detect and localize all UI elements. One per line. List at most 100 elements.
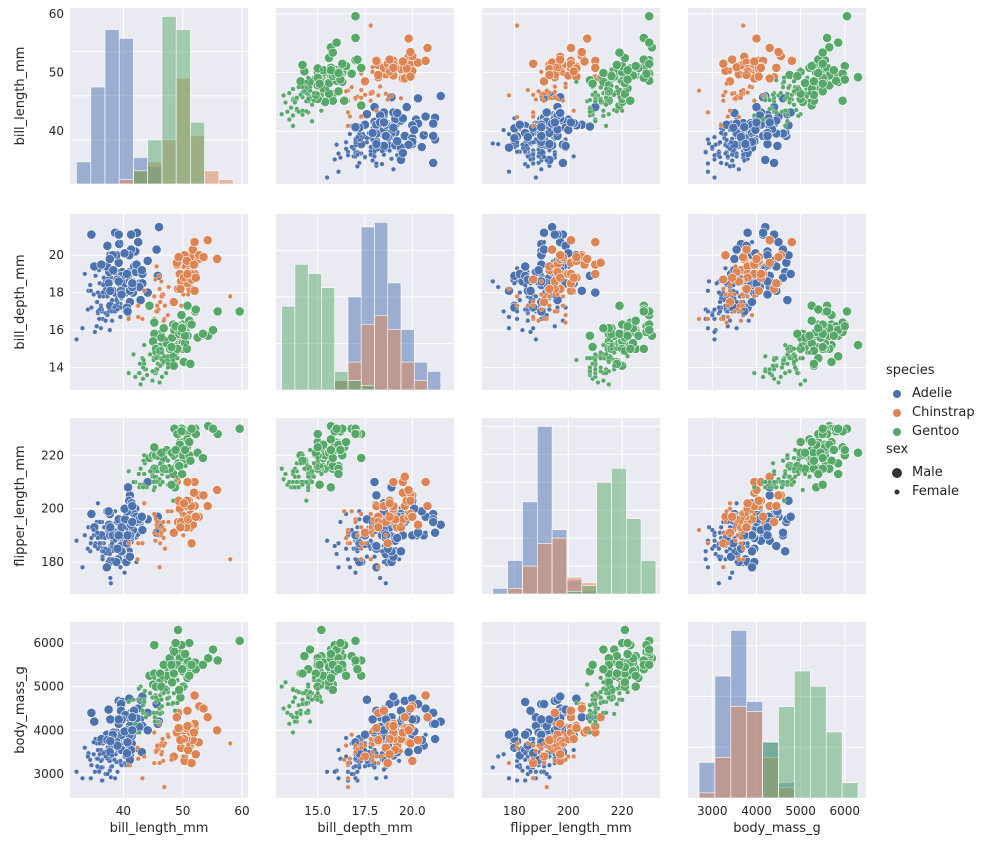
scatter-point-gentoo: [153, 355, 159, 361]
scatter-point-gentoo: [780, 458, 786, 464]
scatter-point-chinstrap: [398, 748, 404, 754]
scatter-point-adelie: [530, 139, 536, 145]
scatter-point-adelie: [528, 156, 533, 162]
scatter-point-chinstrap: [547, 244, 557, 255]
scatter-point-gentoo: [760, 374, 766, 380]
scatter-point-chinstrap: [158, 293, 164, 299]
scatter-point-adelie: [514, 778, 520, 783]
scatter-point-adelie: [126, 229, 137, 240]
scatter-point-chinstrap: [202, 501, 213, 511]
y-tick-label: 200: [41, 502, 64, 516]
scatter-point-chinstrap: [563, 81, 569, 87]
scatter-point-gentoo: [346, 68, 357, 79]
scatter-point-adelie: [104, 771, 110, 777]
scatter-point-gentoo: [298, 711, 304, 717]
scatter-point-adelie: [758, 227, 768, 238]
scatter-point-adelie: [517, 290, 523, 296]
scatter-point-chinstrap: [190, 511, 201, 522]
scatter-point-chinstrap: [566, 235, 576, 246]
scatter-point-gentoo: [598, 695, 604, 701]
scatter-point-adelie: [107, 575, 113, 581]
scatter-point-gentoo: [773, 355, 779, 361]
scatter-point-gentoo: [284, 109, 290, 115]
scatter-point-gentoo: [311, 460, 317, 466]
scatter-point-adelie: [82, 532, 88, 538]
scatter-point-chinstrap: [525, 87, 531, 93]
scatter-point-adelie: [705, 169, 711, 175]
scatter-point-gentoo: [327, 685, 338, 695]
scatter-point-adelie: [495, 754, 501, 759]
scatter-point-gentoo: [350, 655, 361, 666]
scatter-point-adelie: [345, 769, 351, 775]
y-tick-label: 40: [49, 124, 64, 138]
scatter-point-chinstrap: [341, 757, 347, 763]
scatter-point-gentoo: [773, 77, 779, 83]
scatter-point-adelie: [332, 769, 338, 775]
scatter-point-adelie: [536, 160, 542, 166]
scatter-point-adelie: [428, 130, 439, 141]
scatter-point-gentoo: [341, 437, 351, 447]
scatter-point-chinstrap: [135, 556, 141, 562]
scatter-point-adelie: [107, 327, 113, 333]
scatter-point-chinstrap: [773, 252, 784, 262]
scatter-point-chinstrap: [720, 316, 726, 322]
scatter-point-gentoo: [279, 466, 285, 472]
scatter-point-gentoo: [325, 673, 336, 683]
scatter-point-chinstrap: [738, 88, 744, 94]
scatter-point-gentoo: [143, 714, 149, 720]
scatter-point-adelie: [520, 768, 525, 774]
scatter-point-gentoo: [151, 474, 157, 480]
scatter-point-chinstrap: [141, 754, 147, 759]
scatter-point-chinstrap: [733, 522, 738, 528]
scatter-point-chinstrap: [560, 98, 566, 104]
scatter-point-adelie: [764, 117, 775, 128]
scatter-point-gentoo: [141, 699, 147, 705]
scatter-point-chinstrap: [727, 532, 733, 538]
scatter-point-adelie: [373, 775, 379, 781]
panel-bill_length_mm-vs-bill_length_mm: [70, 8, 248, 185]
scatter-point-adelie: [122, 268, 132, 279]
scatter-point-gentoo: [312, 442, 323, 453]
scatter-point-chinstrap: [731, 292, 737, 297]
scatter-point-chinstrap: [530, 109, 536, 115]
scatter-point-adelie: [745, 540, 751, 546]
scatter-point-adelie: [403, 139, 414, 150]
scatter-point-chinstrap: [696, 316, 702, 322]
scatter-point-gentoo: [633, 330, 644, 341]
scatter-point-adelie: [343, 146, 349, 152]
scatter-point-chinstrap: [740, 546, 746, 552]
scatter-point-adelie: [712, 152, 717, 158]
scatter-point-gentoo: [762, 97, 768, 103]
scatter-point-adelie: [113, 530, 124, 541]
scatter-point-gentoo: [157, 460, 163, 466]
scatter-point-chinstrap: [514, 114, 520, 120]
scatter-point-gentoo: [806, 437, 817, 447]
scatter-point-adelie: [590, 287, 601, 298]
scatter-point-adelie: [716, 580, 722, 586]
scatter-point-chinstrap: [571, 252, 582, 262]
panel-flipper_length_mm-vs-flipper_length_mm: [482, 418, 660, 595]
scatter-point-gentoo: [620, 677, 630, 688]
scatter-point-adelie: [109, 556, 115, 562]
scatter-point-gentoo: [828, 445, 839, 455]
scatter-point-gentoo: [603, 102, 609, 108]
histogram-bar-gentoo: [133, 170, 148, 185]
scatter-point-adelie: [100, 548, 106, 554]
scatter-point-chinstrap: [546, 303, 552, 309]
scatter-point-gentoo: [592, 719, 598, 725]
scatter-point-adelie: [373, 161, 379, 166]
scatter-point-adelie: [706, 278, 712, 284]
scatter-point-gentoo: [770, 363, 776, 369]
scatter-point-adelie: [403, 747, 414, 757]
scatter-point-gentoo: [147, 690, 153, 696]
scatter-point-chinstrap: [727, 282, 733, 288]
scatter-point-chinstrap: [696, 88, 702, 94]
x-tick-label: 40: [116, 804, 131, 818]
scatter-point-gentoo: [792, 328, 803, 339]
scatter-point-chinstrap: [571, 723, 582, 733]
scatter-point-adelie: [785, 511, 796, 522]
scatter-point-gentoo: [587, 702, 593, 708]
scatter-point-adelie: [514, 119, 525, 130]
scatter-point-adelie: [85, 546, 91, 552]
scatter-point-gentoo: [300, 697, 305, 703]
